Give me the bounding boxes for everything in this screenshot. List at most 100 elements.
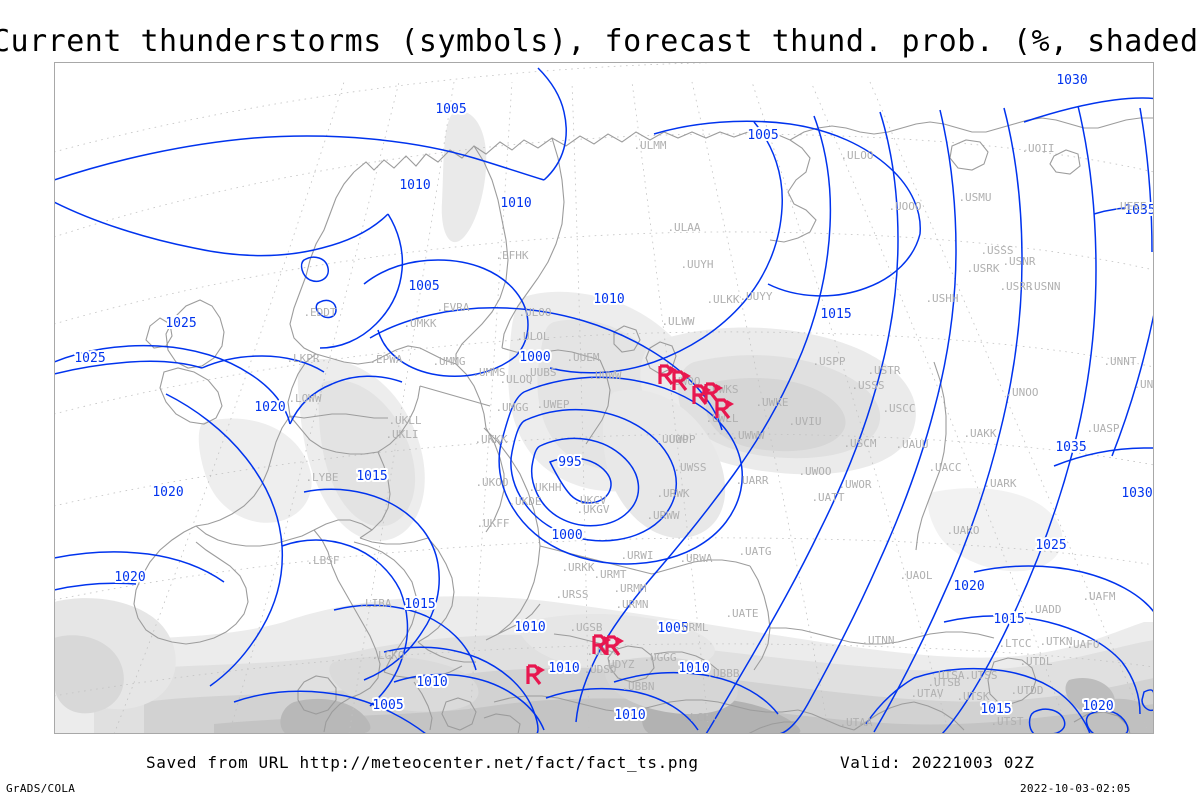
station-id-label: .LBSF	[306, 554, 339, 567]
station-id-label: .USRK	[966, 262, 999, 275]
station-id-label: .UTSA	[931, 669, 964, 682]
station-id-label: .UAUU	[895, 438, 928, 451]
station-id-label: .ULOQ	[499, 373, 532, 386]
station-id-label: .UWSS	[673, 461, 706, 474]
isobar-label-halo: 1005	[408, 279, 439, 294]
station-id-label: .UADD	[1028, 603, 1061, 616]
isobar-label-halo: 1010	[514, 620, 545, 635]
isobar-value-labels: 1005 1005 1010 1010 1010 1010 1005 1005 1010 1010…	[72, 71, 1154, 725]
map-canvas: 1005 1005 1010 1010 1010 1010 1005 1005 1010 1010…	[54, 62, 1154, 734]
station-id-label: .UTSS	[964, 669, 997, 682]
station-id-label: .ULOL	[516, 330, 549, 343]
station-id-label: .LTCC	[998, 637, 1031, 650]
station-id-label: .UUBS	[523, 366, 556, 379]
station-id-label: .UKGV	[576, 503, 609, 516]
station-id-label: .URMN	[615, 598, 648, 611]
isobar-label: 1020	[953, 579, 984, 594]
isobar-contours	[54, 67, 1154, 734]
isobar-label-halo: 1030	[1121, 486, 1152, 501]
station-id-label: .USRR	[999, 280, 1032, 293]
station-id-label: .UACC	[928, 461, 961, 474]
station-id-label: .LCLK	[683, 711, 716, 724]
station-id-label: .UKLI	[385, 428, 418, 441]
isobar-label-halo: 1010	[593, 292, 624, 307]
station-id-label: .UMMG	[432, 355, 465, 368]
isobar-label-halo: 1000	[551, 528, 582, 543]
thunderstorm-symbol	[526, 664, 545, 685]
producer-credit: GrADS/COLA	[6, 782, 76, 795]
isobar-label: 1010	[548, 661, 579, 676]
isobar-label: 1020	[114, 570, 145, 585]
station-id-label: .ULOO	[840, 149, 873, 162]
isobar-label: 1025	[165, 316, 196, 331]
station-id-label: .ULOO	[518, 306, 551, 319]
valid-time-text: Valid: 20221003 02Z	[840, 753, 1035, 772]
isobar-label: 1020	[1082, 699, 1113, 714]
isobar-label-halo: 1020	[114, 570, 145, 585]
isobar-label-halo: 1035	[1124, 203, 1154, 218]
coastlines-and-borders	[133, 117, 1154, 734]
station-id-label: .UGGG	[643, 651, 676, 664]
station-id-label: .UKDE	[508, 495, 541, 508]
isobar-label-halo: 1025	[74, 351, 105, 366]
station-id-label: .UATT	[811, 491, 844, 504]
station-id-label: .URMM	[613, 582, 646, 595]
isobar-label: 1030	[1056, 73, 1087, 88]
isobar-label: 1000	[551, 528, 582, 543]
station-id-label: .UWEP	[536, 398, 569, 411]
station-id-label: .UAKK	[963, 427, 996, 440]
station-id-label: .UARK	[983, 477, 1016, 490]
isobar-label-halo: 1015	[356, 469, 387, 484]
isobar-label-halo: 1015	[820, 307, 851, 322]
thunderstorm-symbols	[526, 364, 734, 685]
station-id-label: .UTKN	[1039, 635, 1072, 648]
thunderstorm-symbol	[658, 364, 677, 385]
isobar-label: 1005	[657, 621, 688, 636]
station-id-label: .UTSB	[927, 676, 960, 689]
station-id-label: .LOWW	[288, 392, 321, 405]
station-id-label: .EPWA	[369, 353, 402, 366]
station-id-label: .UKFF	[476, 517, 509, 530]
station-id-label: .UKLL	[388, 414, 421, 427]
isobar-label: 1010	[416, 675, 447, 690]
station-id-label: .UATG	[738, 545, 771, 558]
station-id-label: .UDYZ	[601, 658, 634, 671]
isobar-label: 1010	[593, 292, 624, 307]
station-id-label: .LIBA	[358, 597, 391, 610]
station-id-label: .UATE	[725, 607, 758, 620]
station-id-label: .UUOO	[655, 433, 688, 446]
graticule-grid	[54, 62, 1154, 734]
station-id-label: .UTST	[990, 715, 1023, 728]
station-id-label: .URWI	[620, 549, 653, 562]
thunderstorm-symbol	[715, 398, 734, 419]
station-id-label: .LGKO	[371, 649, 404, 662]
thunderstorm-symbol	[672, 370, 691, 391]
station-id-label: .UBBN	[621, 680, 654, 693]
isobar-label: 1035	[1124, 203, 1154, 218]
isobar-label-halo: 1025	[165, 316, 196, 331]
station-id-label: .UBBB	[706, 667, 739, 680]
station-id-labels: .ULMM .ULOO .UOII .ULAA .UUYH .UOOO .USMU .USSS…	[286, 139, 1154, 729]
station-id-label: .UOOO	[888, 200, 921, 213]
station-id-label: .UKCV	[573, 494, 606, 507]
isobar-label: 1015	[404, 597, 435, 612]
isobar-label: 995	[558, 455, 581, 470]
station-id-label: .UEEE	[1113, 200, 1146, 213]
station-id-label: .USNR	[1002, 255, 1035, 268]
station-id-label: .UTDL	[1019, 655, 1052, 668]
station-id-label: .UTDD	[1010, 684, 1043, 697]
station-id-label: .USMU	[958, 191, 991, 204]
thunderstorm-symbol	[605, 635, 624, 656]
isobar-label: 1015	[356, 469, 387, 484]
isobar-label-halo: 1025	[1035, 538, 1066, 553]
isobar-label: 1010	[500, 196, 531, 211]
station-id-label: .UMMS	[472, 366, 505, 379]
isobar-label-halo: 1015	[993, 612, 1024, 627]
isobar-label-halo: 1035	[1055, 440, 1086, 455]
station-id-label: .UAFM	[1082, 590, 1115, 603]
weather-map: 1005 1005 1010 1010 1010 1010 1005 1005 1010 1010…	[54, 62, 1154, 734]
isobar-label-halo: 1020	[152, 485, 183, 500]
isobar-label: 1015	[820, 307, 851, 322]
station-id-label: .UTAV	[910, 687, 943, 700]
